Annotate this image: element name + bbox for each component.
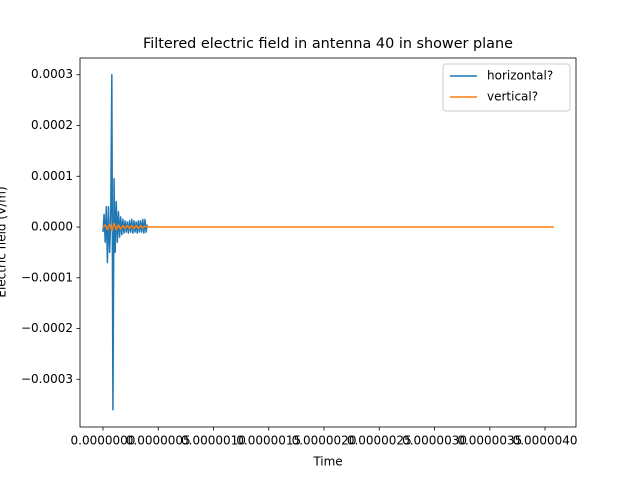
y-tick-label: −0.0001 (21, 270, 73, 284)
y-tick-label: 0.0003 (31, 67, 73, 81)
plot-area: −0.0003 −0.0002 −0.0001 0.0000 0.0001 0.0002 0… (21, 57, 578, 448)
x-tick-label: 0.0000025 (347, 434, 412, 448)
chart-title: Filtered electric field in antenna 40 in… (143, 36, 513, 52)
x-tick-label: 0.0000005 (126, 434, 191, 448)
x-tick-label: 0.0000020 (292, 434, 357, 448)
y-tick-label: −0.0003 (21, 372, 73, 386)
series-line (102, 222, 554, 232)
x-tick-label: 0.0000010 (181, 434, 246, 448)
x-tick-label: 0.0000030 (402, 434, 467, 448)
x-tick-label: 0.0000015 (236, 434, 301, 448)
legend-label: vertical? (487, 90, 538, 104)
legend-label: horizontal? (487, 69, 553, 83)
y-tick-label: −0.0002 (21, 321, 73, 335)
x-tick-label: 0.0000000 (71, 434, 136, 448)
y-tick-label: 0.0000 (31, 220, 73, 234)
y-tick-label: 0.0002 (31, 118, 73, 132)
x-tick-label: 0.0000035 (457, 434, 522, 448)
y-axis-label: Electric field (V/m) (0, 186, 9, 297)
x-tick-label: 0.0000040 (513, 434, 578, 448)
x-axis-label: Time (312, 455, 342, 469)
y-tick-label: 0.0001 (31, 169, 73, 183)
axes-frame (79, 57, 577, 428)
